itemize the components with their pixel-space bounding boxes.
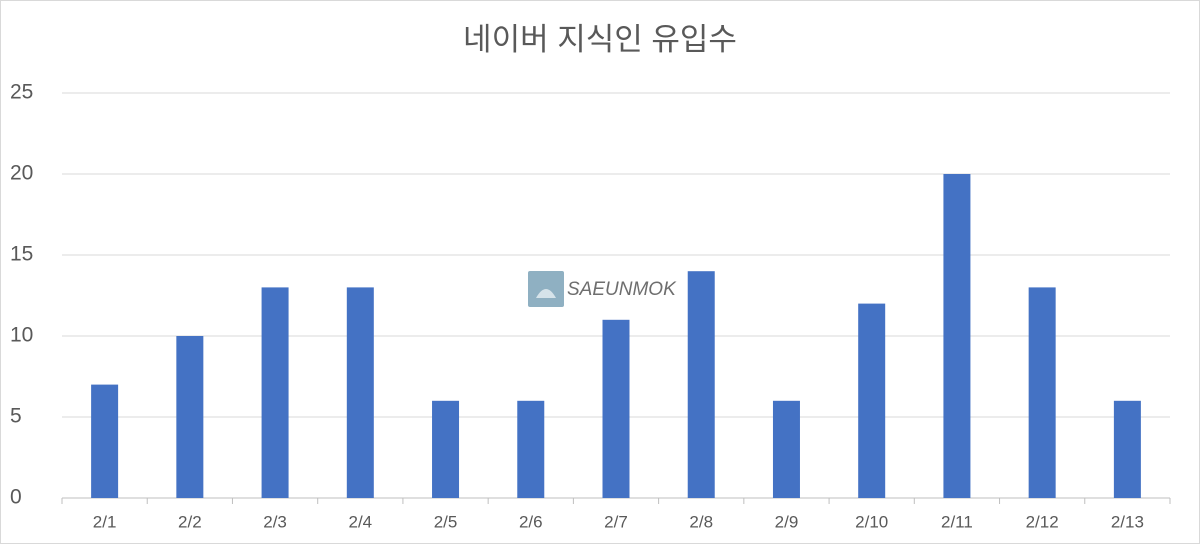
x-tick-label: 2/2 [178, 512, 202, 531]
bar [432, 400, 460, 498]
x-tick-label: 2/8 [689, 512, 713, 531]
x-tick-label: 2/7 [604, 512, 628, 531]
watermark-icon-shape [536, 289, 556, 298]
y-tick-label: 25 [10, 81, 33, 104]
bar [176, 336, 204, 498]
chart-title: 네이버 지식인 유입수 [463, 22, 737, 57]
x-tick-label: 2/5 [434, 512, 458, 531]
y-tick-label: 10 [10, 324, 33, 347]
y-tick-label: 15 [10, 243, 33, 266]
watermark: SAEUNMOK [567, 279, 677, 300]
y-tick-label: 20 [10, 162, 33, 185]
x-tick-label: 2/1 [93, 512, 117, 531]
bar [1113, 400, 1141, 498]
x-tick-label: 2/12 [1026, 512, 1059, 531]
x-tick-label: 2/13 [1111, 512, 1144, 531]
bar [687, 271, 715, 498]
bar [602, 319, 630, 498]
x-tick-label: 2/6 [519, 512, 543, 531]
bar [91, 384, 119, 498]
y-tick-label: 0 [10, 486, 22, 509]
bar [517, 400, 545, 498]
bar [1028, 287, 1056, 498]
bar [346, 287, 374, 498]
bar [943, 174, 971, 498]
x-tick-label: 2/9 [775, 512, 799, 531]
y-tick-label: 5 [10, 405, 22, 428]
bar [858, 303, 886, 498]
x-tick-label: 2/10 [855, 512, 888, 531]
x-tick-label: 2/3 [263, 512, 287, 531]
x-tick-label: 2/4 [348, 512, 372, 531]
bar [261, 287, 289, 498]
bar [772, 400, 800, 498]
x-tick-label: 2/11 [941, 512, 973, 531]
